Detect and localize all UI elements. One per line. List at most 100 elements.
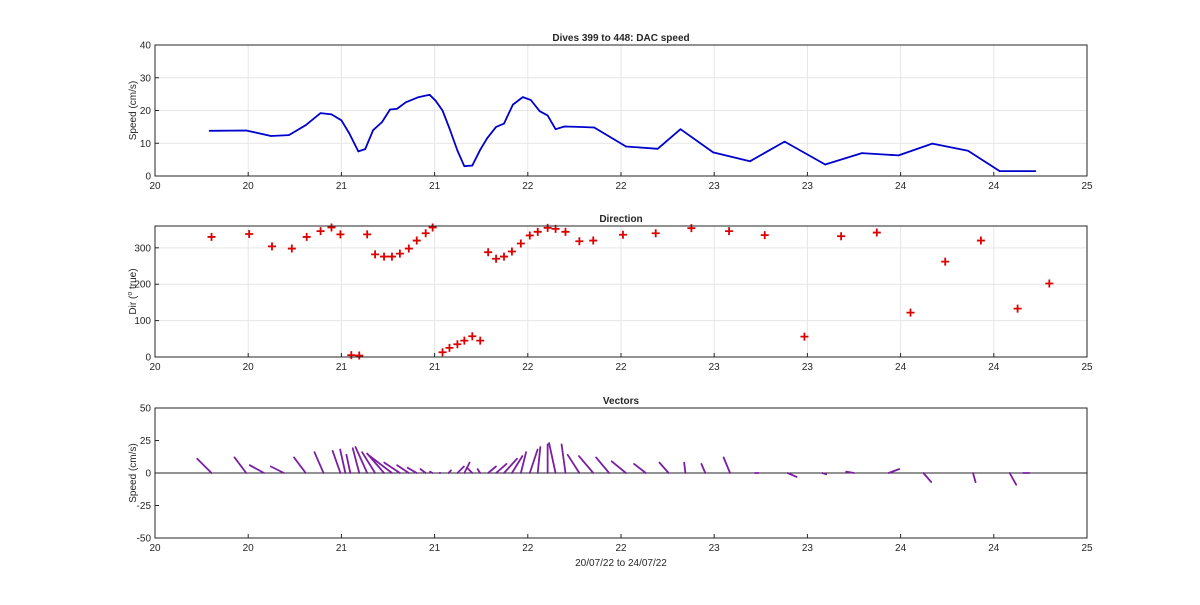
speed-point [471,164,474,167]
velocity-vector [658,461,670,474]
speed-point [824,163,827,166]
y-tick-label: 200 [134,280,151,291]
speed-point [340,119,343,122]
direction-marker [453,340,462,349]
speed-point [463,165,466,167]
x-tick-label: 23 [709,543,721,554]
x-tick-label: 22 [522,181,534,192]
velocity-vector [476,468,482,474]
x-axis-label: 20/07/22 to 24/07/22 [575,558,667,569]
velocity-vector [519,451,527,474]
velocity-vector [396,464,410,474]
speed-point [712,151,715,154]
speed-point [270,135,272,137]
velocity-vector [700,462,707,474]
direction-marker [327,223,336,232]
speed-point [563,125,566,128]
direction-marker [589,236,598,245]
speed-point [897,154,900,157]
velocity-vector [368,455,393,474]
x-tick-label: 23 [802,181,814,192]
panel-1: 20 20 21 21 22 22 23 23 24 24 25 0 100 200 300 Directio… [127,214,1093,373]
x-tick-label: 22 [615,362,627,373]
speed-point [512,103,514,106]
chart-title: Vectors [603,396,640,407]
direction-marker [363,230,372,239]
speed-point [931,142,934,145]
direction-marker [371,250,380,259]
y-tick-label: 0 [145,469,151,480]
velocity-vector [633,462,647,474]
direction-marker [561,227,570,236]
velocity-vector [536,446,542,474]
velocity-vector [487,465,497,474]
direction-marker [760,231,769,240]
x-tick-label: 24 [895,362,907,373]
x-tick-label: 20 [243,362,255,373]
velocity-vector [845,470,855,474]
speed-point [245,129,248,132]
direction-marker [800,332,809,341]
direction-marker [618,230,627,239]
velocity-vector [786,472,798,478]
x-tick-label: 24 [988,181,1000,192]
x-tick-label: 21 [336,181,348,192]
velocity-vector [560,443,567,474]
y-tick-label: 0 [145,353,151,364]
direction-marker [1045,279,1054,288]
direction-marker [872,228,881,237]
speed-point [522,96,524,98]
velocity-vector [922,472,933,484]
direction-marker [445,343,454,352]
chart-title: Direction [599,214,642,225]
direction-marker [395,249,404,258]
velocity-vector [233,456,248,474]
direction-marker [380,252,389,261]
x-tick-label: 21 [429,362,441,373]
speed-point [546,114,549,117]
x-tick-label: 23 [709,362,721,373]
velocity-vector [354,446,369,474]
velocity-vector [595,456,611,474]
degree-superscript: o [127,292,134,296]
speed-point [364,148,366,150]
speed-point [288,134,290,136]
speed-point [441,109,444,112]
speed-point [538,110,541,112]
x-tick-label: 25 [1081,362,1093,373]
x-tick-label: 20 [149,543,161,554]
velocity-vector [419,468,427,474]
y-tick-label: 25 [140,436,152,447]
direction-marker [651,229,660,238]
velocity-vector [313,451,325,474]
speed-point [456,149,459,152]
velocity-vector [722,456,731,474]
y-tick-label: -50 [137,534,152,545]
direction-marker [837,232,846,241]
x-tick-label: 22 [615,543,627,554]
direction-marker [207,232,216,241]
speed-point [503,122,505,125]
velocity-vector [887,468,901,474]
speed-point [479,149,482,151]
speed-point [416,96,419,99]
x-tick-label: 20 [243,543,255,554]
y-tick-label: 10 [140,139,152,150]
direction-marker [421,229,430,238]
y-tick-label: 100 [134,316,151,327]
velocity-vector [503,457,518,474]
speed-point [625,145,627,148]
speed-point [593,126,596,129]
x-tick-label: 24 [988,543,1000,554]
y-axis-label: Speed (cm/s) [128,443,139,502]
direction-marker [438,348,447,357]
velocity-vector [248,464,265,474]
speed-point [428,93,431,96]
velocity-vector [548,442,557,474]
velocity-vector [293,456,307,474]
speed-point [357,150,360,153]
direction-marker [287,244,296,253]
velocity-vector [566,453,581,474]
direction-marker [428,223,437,232]
speed-point [554,128,557,130]
